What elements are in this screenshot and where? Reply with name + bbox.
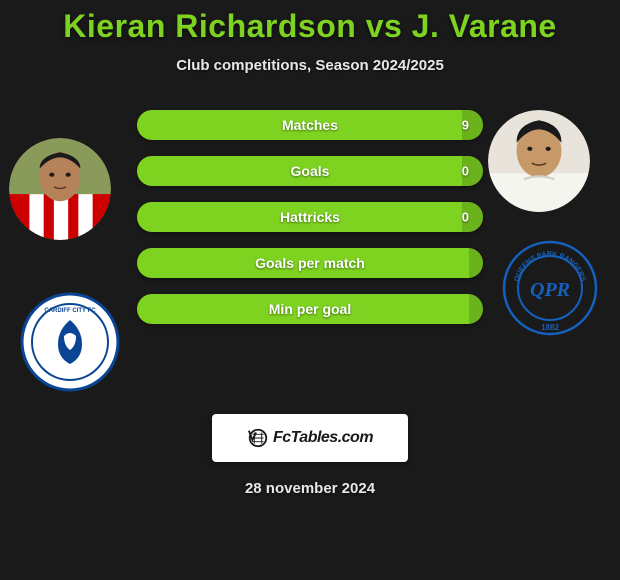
branding-badge: FcTables.com [212, 414, 408, 462]
stat-label: Goals [291, 163, 330, 179]
fctables-logo-icon [247, 427, 269, 449]
avatar-right-icon [488, 110, 590, 212]
bar-fill-right [469, 248, 483, 278]
stat-bar: Min per goal [137, 294, 483, 324]
club-right-badge: QPR QUEENS PARK RANGERS 1882 [500, 238, 600, 338]
cardiff-badge-icon: CARDIFF CITY FC [20, 292, 120, 392]
page-title: Kieran Richardson vs J. Varane [0, 8, 620, 45]
subtitle: Club competitions, Season 2024/2025 [0, 57, 620, 74]
svg-text:QPR: QPR [530, 279, 570, 301]
stat-bars: Matches 9 Goals 0 Hattricks 0 Goals per … [137, 110, 483, 340]
player-left-avatar [9, 138, 111, 240]
stat-value-right: 0 [462, 164, 469, 179]
stat-label: Hattricks [280, 209, 340, 225]
stat-bar: Goals 0 [137, 156, 483, 186]
player-right-avatar [488, 110, 590, 212]
branding-text: FcTables.com [273, 429, 373, 447]
qpr-badge-icon: QPR QUEENS PARK RANGERS 1882 [500, 238, 600, 338]
svg-text:1882: 1882 [541, 323, 559, 332]
club-left-badge: CARDIFF CITY FC [20, 292, 120, 392]
stat-bar: Hattricks 0 [137, 202, 483, 232]
stat-value-right: 9 [462, 118, 469, 133]
date-label: 28 november 2024 [0, 480, 620, 497]
avatar-left-icon [9, 138, 111, 240]
stat-label: Goals per match [255, 255, 365, 271]
stat-label: Min per goal [269, 301, 351, 317]
stat-value-right: 0 [462, 210, 469, 225]
comparison-card: Kieran Richardson vs J. Varane Club comp… [0, 0, 620, 580]
stat-bar: Matches 9 [137, 110, 483, 140]
stat-bar: Goals per match [137, 248, 483, 278]
svg-text:CARDIFF CITY FC: CARDIFF CITY FC [44, 308, 96, 314]
stat-label: Matches [282, 117, 338, 133]
svg-text:QUEENS PARK RANGERS: QUEENS PARK RANGERS [514, 251, 587, 283]
bar-fill-right [469, 294, 483, 324]
main-area: CARDIFF CITY FC QPR QUEENS PARK RANGERS … [0, 110, 620, 400]
